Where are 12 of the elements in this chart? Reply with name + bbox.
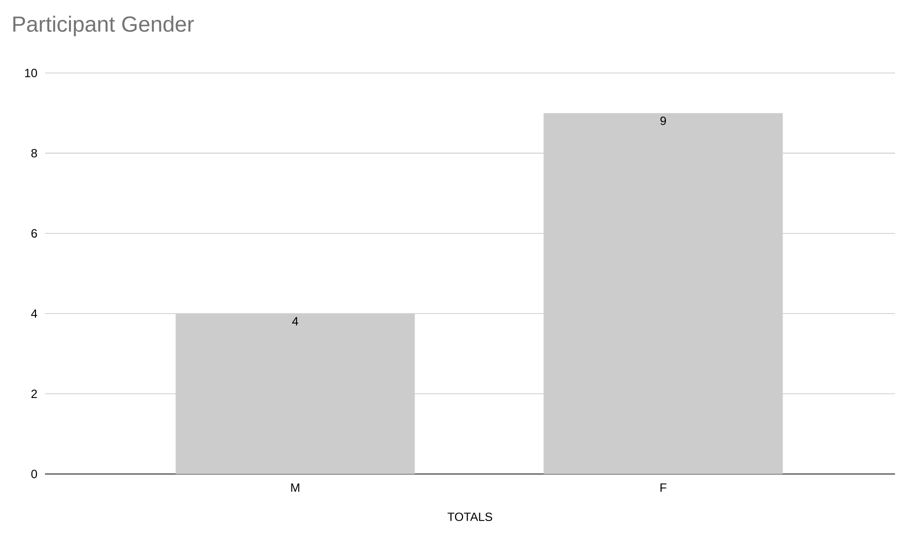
x-tick-label: M	[291, 484, 300, 492]
y-tick-label: 4	[31, 309, 38, 318]
x-tick-label: F	[660, 484, 666, 492]
data-label: 4	[292, 317, 298, 326]
x-axis-title: TOTALS	[448, 512, 492, 522]
chart-title: Participant Gender	[13, 16, 194, 36]
y-tick-label: 2	[31, 390, 37, 398]
y-tick-label: 8	[31, 148, 37, 158]
y-tick-label: 0	[31, 470, 38, 478]
y-tick-label: 6	[31, 229, 37, 238]
data-label: 9	[660, 116, 666, 126]
y-tick-label: 10	[25, 68, 38, 78]
